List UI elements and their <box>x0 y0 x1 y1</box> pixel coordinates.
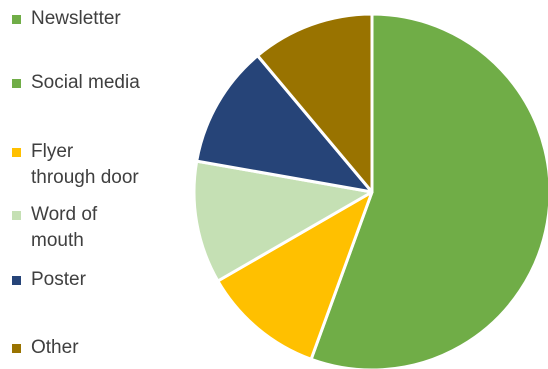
legend-label-newsletter: Newsletter <box>31 8 121 29</box>
legend-swatch-word-of-mouth <box>12 211 21 220</box>
pie-slice-social-media <box>309 12 548 369</box>
legend-item-word-of-mouth: Word of mouth <box>12 202 97 254</box>
pie-slice-poster <box>195 54 374 194</box>
legend: Newsletter Social media Flyer through do… <box>0 0 190 369</box>
legend-label-word-of-mouth: Word of mouth <box>31 204 98 251</box>
legend-swatch-newsletter <box>12 15 21 24</box>
legend-label-social-media: Social media <box>31 72 140 93</box>
legend-item-flyer: Flyer through door <box>12 139 139 191</box>
pie-slice-flyer-through-door <box>216 190 374 361</box>
legend-item-social-media: Social media <box>12 70 140 96</box>
legend-swatch-other <box>12 344 21 353</box>
pie-slice-other <box>256 12 374 194</box>
legend-item-poster: Poster <box>12 267 86 293</box>
legend-label-poster: Poster <box>31 269 86 290</box>
legend-swatch-social-media <box>12 79 21 88</box>
legend-label-other: Other <box>31 337 79 358</box>
legend-label-flyer: Flyer through door <box>31 141 139 188</box>
legend-swatch-flyer <box>12 148 21 157</box>
pie-slice-word-of-mouth <box>192 159 374 283</box>
legend-swatch-poster <box>12 276 21 285</box>
legend-item-newsletter: Newsletter <box>12 6 121 32</box>
legend-item-other: Other <box>12 335 79 361</box>
